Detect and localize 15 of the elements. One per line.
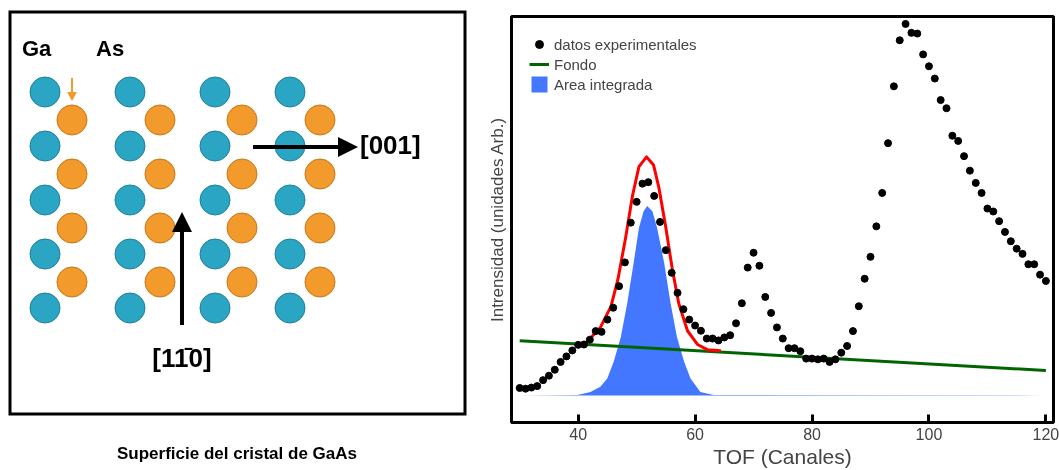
legend-label: Area integrada (554, 75, 653, 93)
x-tick-label: 40 (569, 425, 588, 443)
text: [11̄0] (152, 342, 212, 373)
x-tick-label: 120 (1032, 425, 1059, 443)
x-axis-title: TOF (Canales) (713, 444, 852, 468)
text: Ga (22, 35, 53, 61)
legend-label: Fondo (554, 55, 597, 73)
text: Superficie del cristal de GaAs (117, 444, 357, 464)
x-tick-label: 80 (803, 425, 822, 443)
x-tick-label: 100 (915, 425, 943, 443)
x-tick-label: 60 (686, 425, 705, 443)
text: As (96, 35, 125, 61)
text: [001] (360, 129, 421, 160)
y-axis-title: Intrensidad (unidades Arb.) (487, 117, 507, 323)
legend-label: datos experimentales (554, 35, 697, 53)
